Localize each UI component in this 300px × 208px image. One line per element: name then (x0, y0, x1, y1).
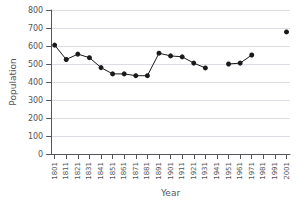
svg-text:1921: 1921 (190, 162, 198, 180)
svg-text:300: 300 (28, 96, 43, 105)
svg-text:100: 100 (28, 132, 43, 141)
svg-text:1891: 1891 (155, 162, 163, 180)
svg-text:1901: 1901 (167, 162, 175, 180)
svg-text:800: 800 (28, 6, 43, 15)
svg-text:1861: 1861 (120, 162, 128, 180)
svg-text:1991: 1991 (271, 162, 279, 180)
svg-text:1821: 1821 (74, 162, 82, 180)
svg-text:600: 600 (28, 42, 43, 51)
svg-text:1831: 1831 (85, 162, 93, 180)
svg-text:1941: 1941 (213, 162, 221, 180)
svg-text:1951: 1951 (225, 162, 233, 180)
svg-text:500: 500 (28, 60, 43, 69)
svg-text:Year: Year (160, 188, 180, 198)
svg-text:200: 200 (28, 114, 43, 123)
svg-text:1931: 1931 (201, 162, 209, 180)
svg-text:1811: 1811 (62, 162, 70, 180)
svg-text:2001: 2001 (283, 162, 291, 180)
svg-text:1971: 1971 (248, 162, 256, 180)
svg-text:1881: 1881 (143, 162, 151, 180)
svg-text:1961: 1961 (236, 162, 244, 180)
svg-text:700: 700 (28, 24, 43, 33)
svg-text:1851: 1851 (109, 162, 117, 180)
svg-text:1911: 1911 (178, 162, 186, 180)
svg-text:400: 400 (28, 78, 43, 87)
svg-text:1801: 1801 (51, 162, 59, 180)
svg-text:1981: 1981 (259, 162, 267, 180)
svg-text:Population: Population (8, 58, 18, 105)
svg-text:1871: 1871 (132, 162, 140, 180)
svg-text:0: 0 (38, 150, 43, 159)
svg-text:1841: 1841 (97, 162, 105, 180)
